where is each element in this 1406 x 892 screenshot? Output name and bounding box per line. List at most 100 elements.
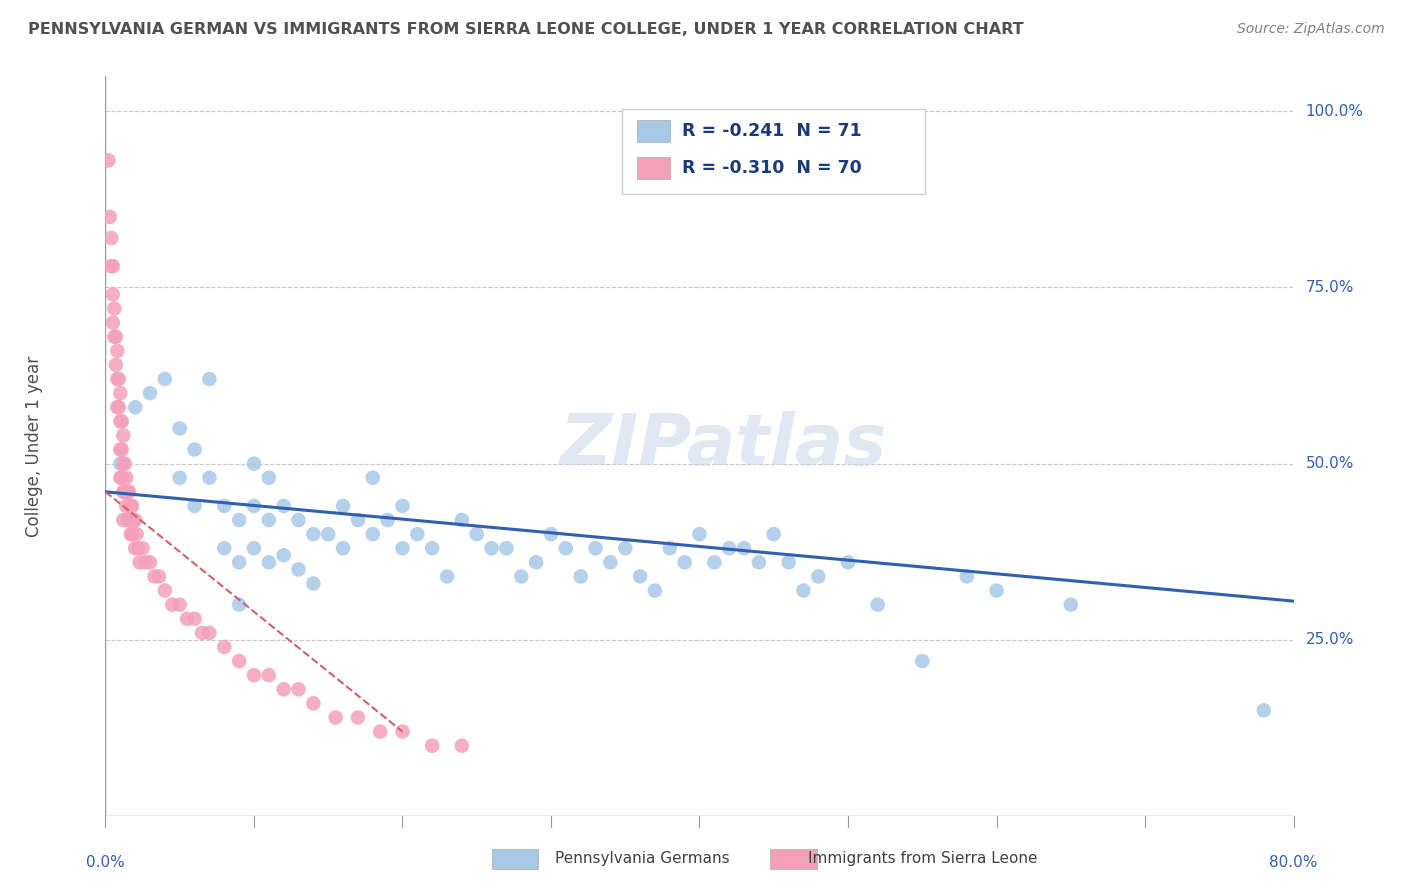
Point bbox=[658, 541, 681, 556]
Point bbox=[191, 625, 214, 640]
Point bbox=[124, 513, 146, 527]
Text: 75.0%: 75.0% bbox=[1305, 280, 1354, 295]
Point bbox=[124, 401, 146, 415]
Point bbox=[703, 555, 725, 569]
Point bbox=[121, 499, 143, 513]
Point bbox=[361, 527, 384, 541]
Point bbox=[1253, 703, 1275, 717]
Point bbox=[257, 471, 280, 485]
Point bbox=[112, 513, 135, 527]
Point bbox=[117, 484, 139, 499]
Point bbox=[110, 457, 132, 471]
Point bbox=[214, 640, 236, 654]
Point bbox=[198, 625, 221, 640]
Text: 100.0%: 100.0% bbox=[1305, 103, 1364, 119]
Point bbox=[148, 569, 170, 583]
Point bbox=[911, 654, 934, 668]
Text: Pennsylvania Germans: Pennsylvania Germans bbox=[555, 851, 730, 865]
Point bbox=[103, 301, 125, 316]
Point bbox=[112, 428, 135, 442]
Point bbox=[569, 569, 592, 583]
Point bbox=[436, 569, 458, 583]
Point bbox=[198, 471, 221, 485]
Point bbox=[120, 527, 142, 541]
Point bbox=[450, 513, 472, 527]
Point bbox=[257, 555, 280, 569]
Point bbox=[406, 527, 429, 541]
Text: 80.0%: 80.0% bbox=[1270, 855, 1317, 870]
Point bbox=[198, 372, 221, 386]
Point bbox=[124, 541, 146, 556]
Point bbox=[325, 710, 347, 724]
Point bbox=[139, 386, 162, 401]
Point bbox=[110, 442, 132, 457]
Point bbox=[110, 471, 132, 485]
Point bbox=[100, 259, 122, 273]
Point bbox=[243, 457, 266, 471]
Point bbox=[228, 555, 250, 569]
Point bbox=[143, 569, 166, 583]
Point bbox=[273, 682, 295, 697]
Point bbox=[169, 471, 191, 485]
Text: R = -0.241  N = 71: R = -0.241 N = 71 bbox=[682, 122, 862, 140]
Point bbox=[628, 569, 651, 583]
Point bbox=[391, 724, 413, 739]
Point bbox=[104, 329, 127, 343]
Point bbox=[287, 562, 309, 576]
Point bbox=[540, 527, 562, 541]
Text: College, Under 1 year: College, Under 1 year bbox=[25, 355, 44, 537]
Point bbox=[524, 555, 547, 569]
Point bbox=[128, 555, 150, 569]
Point bbox=[183, 612, 205, 626]
Point bbox=[332, 541, 354, 556]
Point bbox=[257, 668, 280, 682]
Point bbox=[673, 555, 696, 569]
Point bbox=[287, 513, 309, 527]
Text: 25.0%: 25.0% bbox=[1305, 632, 1354, 648]
Point bbox=[111, 442, 134, 457]
Text: PENNSYLVANIA GERMAN VS IMMIGRANTS FROM SIERRA LEONE COLLEGE, UNDER 1 YEAR CORREL: PENNSYLVANIA GERMAN VS IMMIGRANTS FROM S… bbox=[28, 22, 1024, 37]
Point bbox=[115, 471, 138, 485]
Point bbox=[332, 499, 354, 513]
Bar bbox=[637, 157, 669, 179]
Point bbox=[108, 372, 131, 386]
Point bbox=[644, 583, 666, 598]
Point bbox=[105, 372, 128, 386]
Point bbox=[169, 421, 191, 435]
Point bbox=[956, 569, 979, 583]
Point bbox=[273, 549, 295, 563]
Point bbox=[368, 724, 391, 739]
Point bbox=[118, 513, 141, 527]
Point bbox=[122, 513, 145, 527]
Text: Source: ZipAtlas.com: Source: ZipAtlas.com bbox=[1237, 22, 1385, 37]
Point bbox=[762, 527, 785, 541]
Point bbox=[103, 329, 125, 343]
Point bbox=[111, 471, 134, 485]
Point bbox=[114, 484, 136, 499]
Text: Immigrants from Sierra Leone: Immigrants from Sierra Leone bbox=[808, 851, 1038, 865]
Point bbox=[866, 598, 889, 612]
Point bbox=[510, 569, 533, 583]
Point bbox=[420, 739, 443, 753]
Point bbox=[228, 598, 250, 612]
Point bbox=[105, 401, 128, 415]
Point bbox=[243, 668, 266, 682]
Point bbox=[214, 541, 236, 556]
Point bbox=[110, 414, 132, 428]
Point bbox=[101, 316, 124, 330]
Point bbox=[228, 654, 250, 668]
Point bbox=[689, 527, 711, 541]
Point bbox=[377, 513, 399, 527]
Point bbox=[112, 457, 135, 471]
Point bbox=[778, 555, 800, 569]
Point bbox=[347, 710, 370, 724]
Point bbox=[114, 457, 136, 471]
Point bbox=[465, 527, 488, 541]
Point bbox=[361, 471, 384, 485]
Point bbox=[347, 513, 370, 527]
Point bbox=[302, 527, 325, 541]
Point bbox=[176, 612, 198, 626]
FancyBboxPatch shape bbox=[623, 109, 925, 194]
Point bbox=[495, 541, 517, 556]
Point bbox=[98, 210, 121, 224]
